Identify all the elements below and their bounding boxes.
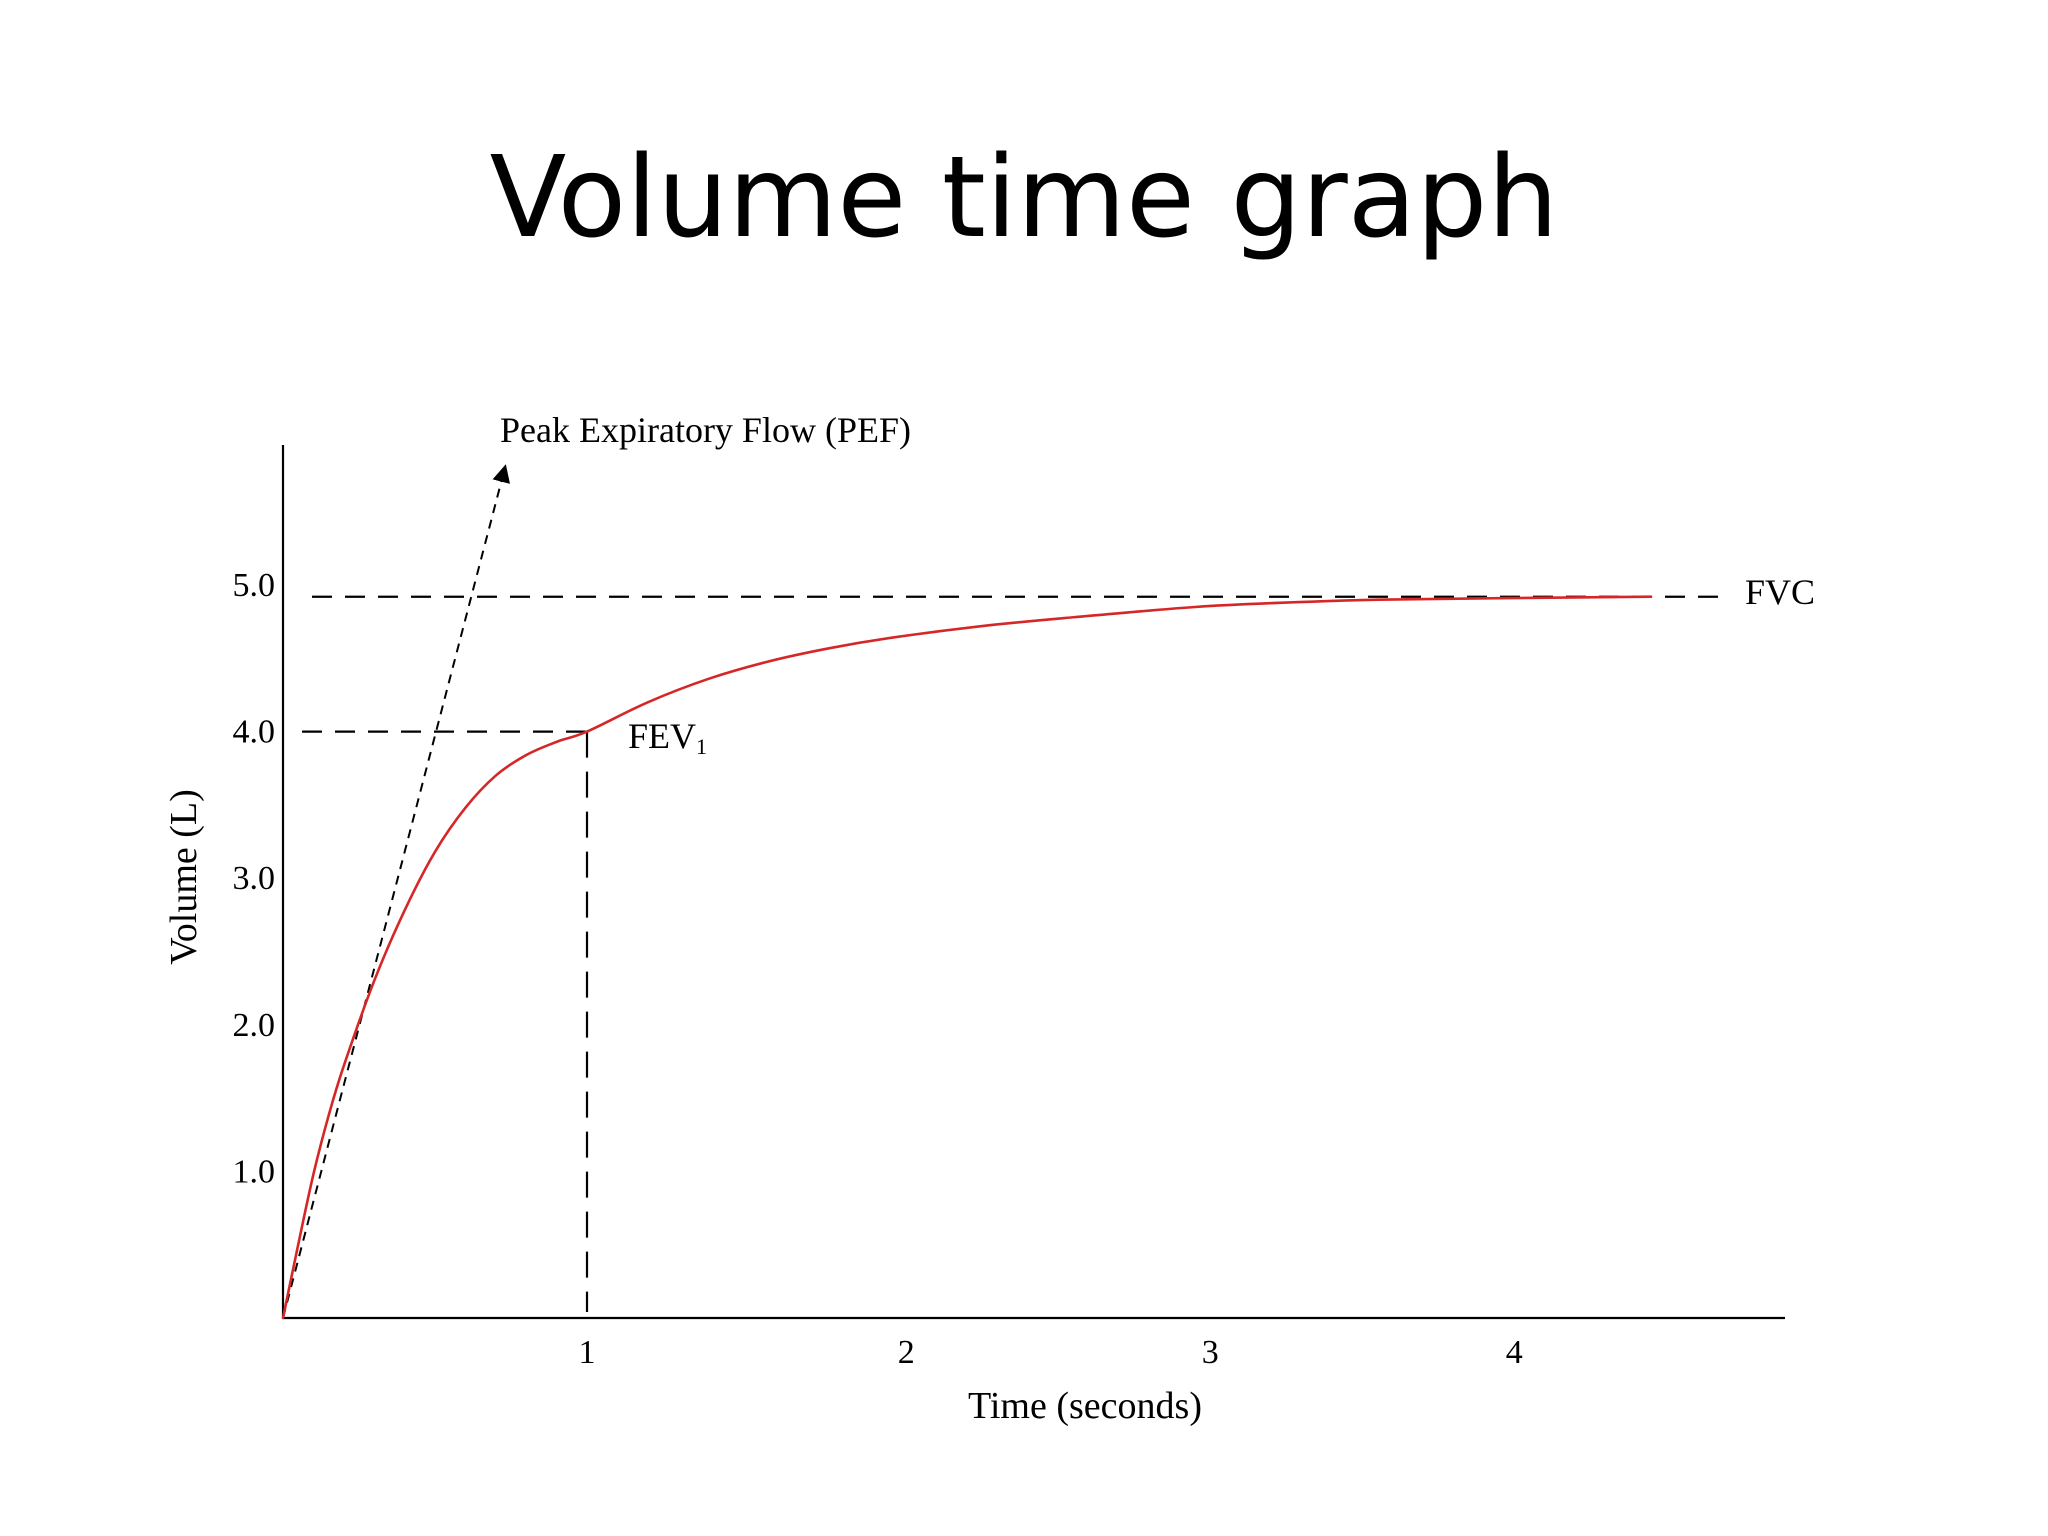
fev1-label: FEV1 xyxy=(628,716,707,759)
fvc-label: FVC xyxy=(1745,572,1815,612)
labels-layer: 1 2 3 4 1.0 2.0 3.0 4.0 5.0 Time (seconds) Volume … xyxy=(163,410,1815,1427)
fev1-subscript: 1 xyxy=(696,734,707,759)
y-tick-label: 3.0 xyxy=(233,860,276,897)
x-tick-label: 2 xyxy=(898,1334,915,1371)
axes xyxy=(281,445,1785,1320)
x-tick-label: 3 xyxy=(1202,1334,1219,1371)
pef-arrow xyxy=(282,464,510,1319)
pef-label: Peak Expiratory Flow (PEF) xyxy=(500,410,911,450)
y-tick-label: 2.0 xyxy=(233,1007,276,1044)
reference-lines xyxy=(282,464,1730,1319)
series-layer xyxy=(281,595,1653,1320)
x-tick-label: 4 xyxy=(1506,1334,1523,1371)
y-tick-label: 5.0 xyxy=(233,567,276,604)
volume-curve-series-0 xyxy=(281,595,1653,1320)
y-axis-title: Volume (L) xyxy=(163,789,205,965)
slide-title: Volume time graph xyxy=(489,133,1559,263)
x-axis-title: Time (seconds) xyxy=(968,1385,1202,1427)
y-tick-label: 4.0 xyxy=(233,714,276,751)
y-tick-label: 1.0 xyxy=(233,1153,276,1190)
x-tick-label: 1 xyxy=(579,1334,596,1371)
